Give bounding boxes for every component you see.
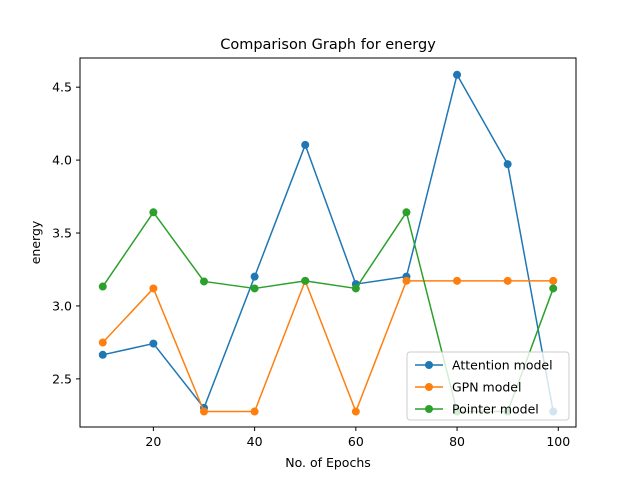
series-1-point	[351, 407, 360, 416]
series-0-point	[250, 272, 259, 281]
y-tick-label: 3.5	[52, 226, 72, 241]
y-tick-label: 3.0	[52, 298, 72, 313]
series-1-point	[149, 284, 158, 293]
series-1-point	[98, 338, 107, 347]
series-0-point	[503, 160, 512, 169]
series-0-point	[149, 339, 158, 348]
x-tick-label: 40	[247, 434, 263, 449]
series-1-point	[200, 407, 208, 416]
series-2-point	[250, 284, 259, 293]
series-line-1	[102, 280, 554, 413]
plot-lines	[98, 70, 558, 416]
axis-ticks: 20 40 60 80 100 2.5 3.0 3.5 4.0 4.5	[52, 80, 570, 449]
series-1-point	[250, 407, 259, 416]
y-tick-label: 4.0	[52, 153, 72, 168]
series-line-0	[102, 74, 554, 412]
x-axis-label: No. of Epochs	[285, 455, 371, 470]
series-1-point	[549, 276, 558, 285]
legend-label: GPN model	[452, 380, 521, 395]
series-0-point	[453, 70, 462, 79]
legend-box	[406, 351, 570, 421]
y-tick-label: 4.5	[52, 80, 72, 95]
chart-title: Comparison Graph for energy	[220, 37, 436, 53]
series-2-point	[549, 284, 558, 293]
series-0-point	[98, 350, 107, 359]
y-axis-label: energy	[28, 220, 43, 264]
x-tick-label: 60	[348, 434, 364, 449]
series-2-point	[200, 277, 208, 286]
legend-swatch-marker	[425, 361, 433, 369]
series-0-point	[301, 140, 310, 149]
legend-swatch-marker	[425, 383, 433, 391]
y-tick-label: 2.5	[52, 371, 72, 386]
series-1-point	[402, 276, 411, 285]
series-2-point	[98, 282, 107, 291]
legend-label: Attention model	[452, 358, 553, 373]
plot-area-frame	[79, 57, 577, 428]
series-2-point	[149, 208, 158, 217]
legend-swatch-marker	[425, 405, 433, 413]
series-2-point	[402, 208, 411, 217]
series-2-point	[351, 284, 360, 293]
x-tick-label: 80	[449, 434, 465, 449]
series-1-point	[503, 276, 512, 285]
legend: Attention model GPN model Pointer model	[406, 351, 570, 421]
x-tick-label: 100	[546, 434, 570, 449]
series-2-point	[301, 276, 310, 285]
legend-label: Pointer model	[452, 402, 539, 417]
x-tick-label: 20	[145, 434, 161, 449]
series-1-point	[453, 276, 462, 285]
